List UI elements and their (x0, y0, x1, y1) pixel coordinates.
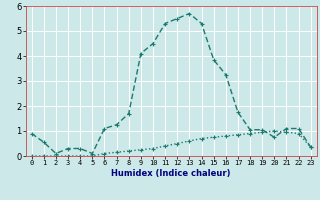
X-axis label: Humidex (Indice chaleur): Humidex (Indice chaleur) (111, 169, 231, 178)
